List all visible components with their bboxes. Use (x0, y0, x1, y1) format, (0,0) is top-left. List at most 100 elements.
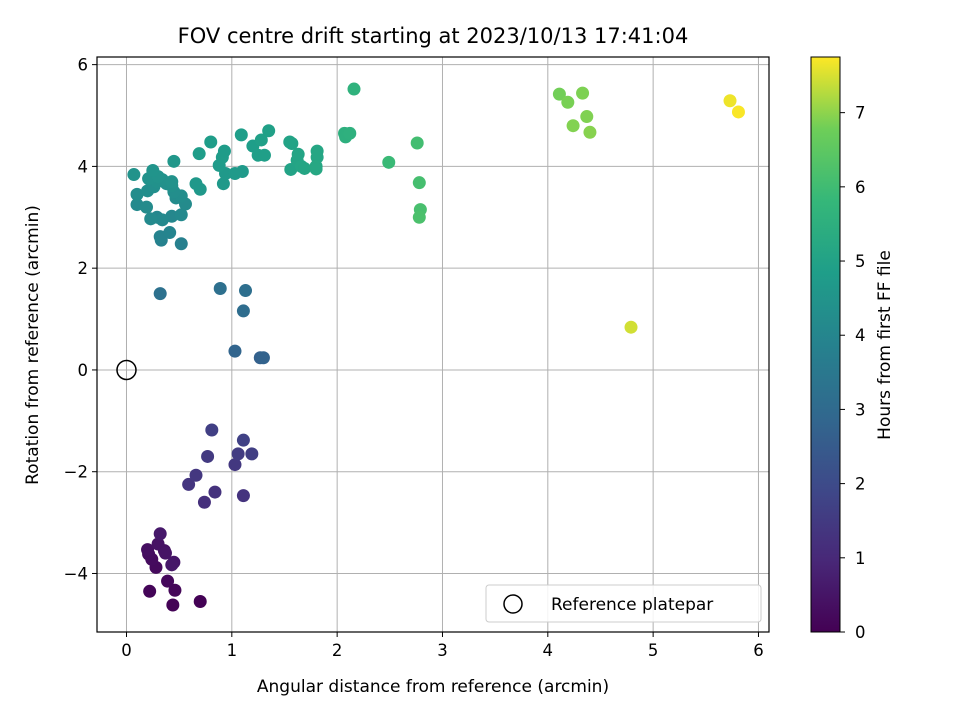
colorbar-tick-label: 7 (855, 104, 866, 123)
scatter-point (309, 162, 323, 176)
scatter-point (153, 527, 167, 541)
data-points (116, 82, 745, 612)
plot-frame (96, 56, 770, 633)
colorbar-ticks: 0 1 2 3 4 5 6 7 (840, 104, 866, 642)
scatter-point (165, 175, 179, 189)
scatter-point (143, 584, 157, 598)
scatter-point (284, 162, 298, 176)
scatter-point (731, 105, 745, 119)
scatter-point (624, 320, 638, 334)
colorbar-tick-label: 6 (855, 178, 866, 197)
scatter-point (168, 583, 182, 597)
colorbar-label: Hours from first FF file (875, 250, 895, 440)
x-axis-label: Angular distance from reference (arcmin) (257, 677, 609, 697)
scatter-point (239, 284, 253, 298)
scatter-point (189, 177, 203, 191)
scatter-point (174, 208, 188, 222)
scatter-point (204, 135, 218, 149)
scatter-point (580, 110, 594, 124)
scatter-point (192, 147, 206, 161)
x-tick-label: 2 (332, 641, 343, 660)
scatter-point (576, 86, 590, 100)
scatter-point (140, 200, 154, 214)
scatter-point (205, 423, 219, 437)
scatter-point (256, 351, 270, 365)
scatter-point (213, 282, 227, 296)
scatter-point (228, 344, 242, 358)
colorbar-tick-label: 0 (855, 623, 866, 642)
scatter-point (127, 168, 141, 182)
scatter-point (236, 433, 250, 447)
x-tick-label: 0 (121, 641, 132, 660)
scatter-point (257, 148, 271, 162)
scatter-point (343, 126, 357, 140)
scatter-point (235, 164, 249, 178)
scatter-point (158, 546, 172, 560)
x-tick-label: 3 (437, 641, 448, 660)
scatter-point (161, 574, 175, 588)
scatter-point (216, 177, 230, 191)
scatter-point (583, 125, 597, 139)
scatter-point (217, 144, 231, 158)
colorbar-tick-label: 5 (855, 252, 866, 271)
x-tick-label: 4 (543, 641, 554, 660)
scatter-point (283, 135, 297, 149)
scatter-point (163, 226, 177, 240)
scatter-point (236, 304, 250, 318)
scatter-point (208, 485, 222, 499)
y-axis-label: Rotation from reference (arcmin) (23, 205, 43, 485)
colorbar-tick-label: 3 (855, 400, 866, 419)
y-tick-label: 2 (78, 259, 89, 278)
scatter-point (347, 82, 361, 96)
scatter-point (189, 468, 203, 482)
scatter-point (165, 558, 179, 572)
scatter-point (144, 212, 158, 226)
legend-box (485, 584, 762, 623)
scatter-point (412, 210, 426, 224)
scatter-point (297, 161, 311, 175)
colorbar: 0 1 2 3 4 5 6 7 Hours from first FF file (810, 56, 895, 642)
scatter-point (262, 124, 276, 138)
scatter-point (410, 136, 424, 150)
scatter-point (167, 154, 181, 168)
legend-marker-reference (503, 594, 523, 614)
scatter-point (561, 95, 575, 109)
scatter-point (566, 119, 580, 133)
scatter-point (254, 133, 268, 147)
y-tick-label: −2 (64, 463, 88, 482)
y-tick-label: 6 (78, 56, 89, 75)
scatter-point (228, 458, 242, 472)
scatter-point (130, 187, 144, 201)
scatter-point (166, 598, 180, 612)
x-tick-label: 5 (648, 641, 659, 660)
scatter-point (412, 176, 426, 190)
scatter-point (201, 449, 215, 463)
y-axis-ticks: −4 −2 0 2 4 6 (64, 56, 97, 583)
scatter-point (155, 213, 169, 227)
chart-title: FOV centre drift starting at 2023/10/13 … (178, 24, 689, 48)
scatter-point (552, 87, 566, 101)
scatter-point (151, 537, 165, 551)
scatter-point (153, 287, 167, 301)
grid-lines (97, 57, 769, 632)
colorbar-tick-label: 2 (855, 475, 866, 494)
colorbar-tick-label: 4 (855, 326, 866, 345)
scatter-point (174, 237, 188, 251)
x-axis-ticks: 0 1 2 3 4 5 6 (121, 632, 764, 660)
x-tick-label: 1 (227, 641, 238, 660)
reference-platepar-marker (116, 359, 137, 381)
scatter-point (723, 94, 737, 108)
scatter-point (234, 128, 248, 142)
scatter-point (236, 489, 250, 503)
legend-label-reference: Reference platepar (551, 595, 713, 615)
x-tick-label: 6 (753, 641, 764, 660)
scatter-point (382, 155, 396, 169)
colorbar-tick-label: 1 (855, 549, 866, 568)
scatter-point (245, 447, 259, 461)
scatter-point (146, 163, 160, 177)
scatter-point (197, 495, 211, 509)
scatter-point (193, 594, 207, 608)
colorbar-gradient (810, 56, 841, 633)
